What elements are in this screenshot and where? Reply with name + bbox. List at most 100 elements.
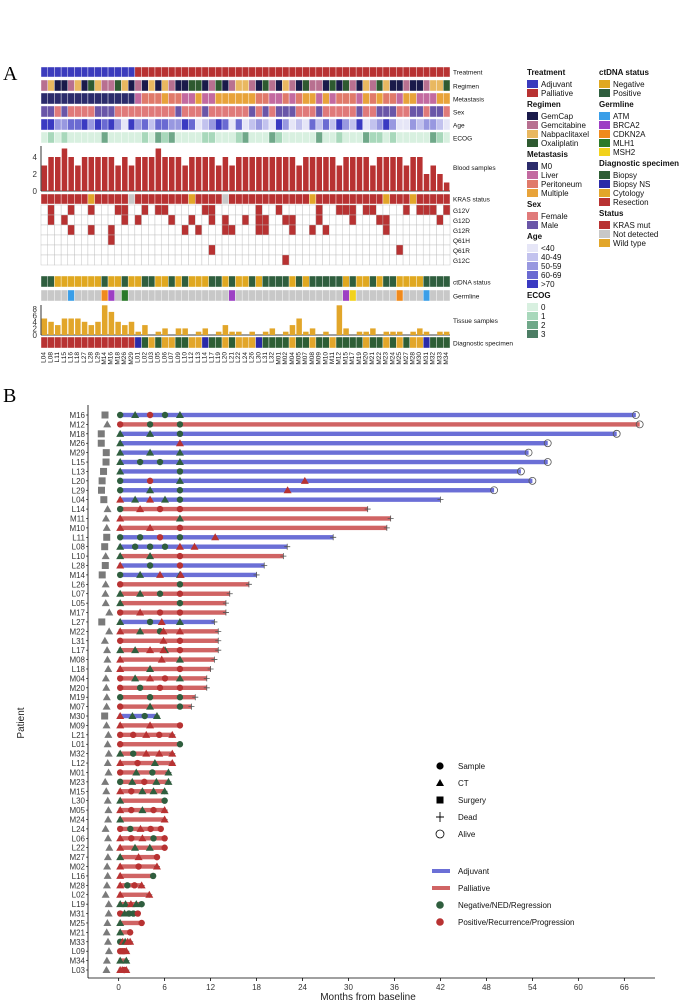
- ctdna-track-cell: [208, 275, 216, 288]
- blood-bar: [336, 165, 343, 191]
- ct-marker: [100, 636, 109, 644]
- sample-marker: [156, 458, 164, 466]
- ct-marker: [138, 787, 147, 795]
- kras-track-cell: [235, 193, 243, 205]
- age-track-cell: [295, 118, 303, 131]
- regimen-track-cell: [382, 79, 390, 92]
- dead-marker: [222, 609, 229, 616]
- ct-marker: [101, 824, 110, 832]
- tissue-bar: [343, 328, 349, 335]
- blood-bar: [148, 157, 155, 191]
- x-tick-label: 48: [482, 983, 491, 992]
- ct-marker: [101, 777, 110, 785]
- patient-label: M25: [69, 919, 85, 928]
- legend-swatch: [527, 171, 538, 179]
- sample-marker: [149, 769, 156, 776]
- legend-swatch: [527, 212, 538, 220]
- sample-marker: [176, 534, 184, 541]
- mutation-cell: [355, 214, 364, 226]
- legend-label: 50-59: [541, 262, 562, 271]
- ct-marker: [164, 777, 173, 785]
- patient-label: M22: [69, 627, 85, 636]
- ct-marker: [137, 881, 146, 889]
- treatment-bar: [118, 431, 617, 437]
- sample-marker: [131, 882, 138, 889]
- alive-marker: [631, 411, 640, 419]
- metastasis-track-cell: [355, 92, 364, 105]
- germline-track-cell: [161, 289, 169, 302]
- legend-swatch: [527, 221, 538, 229]
- mutation-cell: [255, 234, 263, 246]
- ctdna-track-cell: [195, 275, 203, 288]
- ct-marker: [116, 561, 125, 569]
- age-track-cell: [208, 118, 216, 131]
- ct-marker: [104, 749, 113, 757]
- diagnostic-track-cell: [429, 336, 437, 349]
- germline-track-cell: [208, 289, 216, 302]
- mutation-cell: [148, 214, 156, 226]
- regimen-track-cell: [443, 79, 451, 92]
- germline-track-cell: [181, 289, 189, 302]
- patient-label: L19: [215, 352, 222, 363]
- sample-marker: [116, 571, 124, 579]
- mutation-cell: [40, 234, 48, 246]
- tissue-bar: [443, 331, 450, 335]
- mutation-label: G12C: [453, 258, 470, 265]
- patient-label: L10: [181, 352, 188, 363]
- treatment-bar: [118, 958, 127, 963]
- ct-marker: [146, 664, 155, 672]
- mutation-cell: [221, 214, 229, 226]
- mutation-cell: [215, 244, 223, 256]
- ct-marker: [102, 523, 111, 531]
- patient-label: L22: [235, 352, 242, 363]
- mutation-cell: [161, 214, 169, 226]
- ct-marker: [102, 683, 111, 691]
- sample-marker: [116, 741, 124, 748]
- tissue-bar: [108, 311, 115, 335]
- ct-marker: [175, 458, 184, 466]
- regimen-track-cell: [315, 79, 323, 92]
- legend-label: 60-69: [541, 271, 562, 280]
- patient-label: M20: [363, 352, 370, 365]
- dead-marker: [330, 534, 337, 541]
- tissue-bar: [249, 331, 255, 335]
- kras-track-cell: [262, 193, 270, 205]
- germline-track-cell: [376, 289, 384, 302]
- mutation-cell: [436, 254, 444, 266]
- ecog-track-cell: [443, 131, 451, 144]
- blood-bar: [370, 165, 376, 191]
- mutation-cell: [315, 224, 323, 236]
- blood-bar: [296, 165, 302, 191]
- treatment-track-cell: [389, 66, 397, 78]
- kras-track-cell: [107, 193, 115, 205]
- ct-marker: [136, 570, 145, 578]
- ctdna-track-cell: [188, 275, 196, 288]
- germline-track-cell: [215, 289, 223, 302]
- metastasis-track-cell: [382, 92, 390, 105]
- mutation-cell: [228, 214, 236, 226]
- germline-track-cell: [74, 289, 82, 302]
- patient-label: M23: [383, 352, 390, 365]
- diagnostic-track-cell: [268, 336, 276, 349]
- regimen-track-cell: [275, 79, 283, 92]
- germline-track-cell: [47, 289, 55, 302]
- ct-marker: [122, 966, 131, 973]
- legend-title: Treatment: [527, 68, 566, 77]
- sex-track-cell: [141, 105, 149, 118]
- metastasis-track-cell: [248, 92, 256, 105]
- sample-marker: [176, 524, 184, 532]
- mutation-cell: [349, 224, 357, 236]
- kras-track-cell: [436, 193, 444, 205]
- dead-marker: [215, 628, 222, 635]
- legend-title: ctDNA status: [599, 68, 649, 77]
- mutation-cell: [302, 204, 310, 216]
- age-track-cell: [60, 118, 69, 131]
- legend-label: CDKN2A: [613, 130, 646, 139]
- ct-marker: [157, 617, 166, 625]
- diagnostic-track-cell: [181, 336, 189, 349]
- ecog-track-cell: [282, 131, 290, 144]
- mutation-cell: [107, 244, 115, 256]
- mutation-cell: [342, 234, 350, 246]
- diagnostic-track-cell: [168, 336, 176, 349]
